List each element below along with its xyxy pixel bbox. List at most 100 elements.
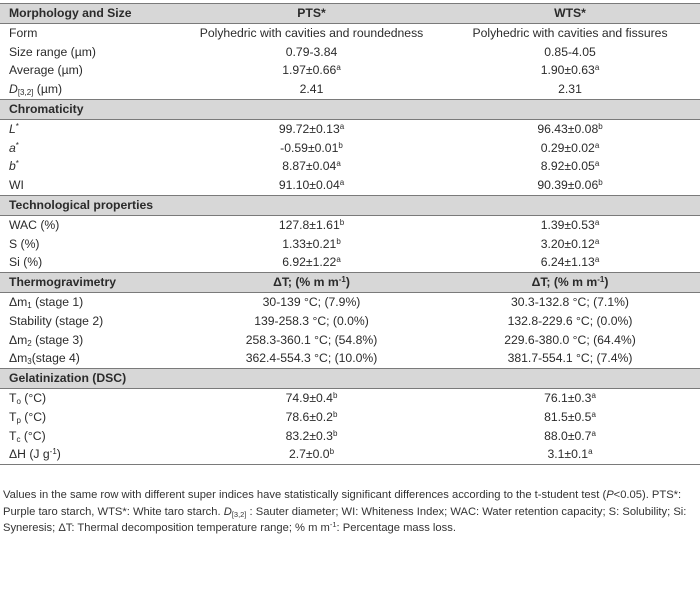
- pts-value-sup: b: [338, 140, 343, 150]
- section-blank: [183, 368, 440, 389]
- label-text: T: [9, 428, 17, 443]
- pts-value: 91.10±0.04a: [183, 176, 440, 195]
- col-post: ): [345, 275, 350, 290]
- pts-value-sup: b: [339, 217, 345, 227]
- label-text: D: [9, 82, 18, 97]
- label-sub: [3,2]: [17, 88, 34, 98]
- wts-value-text: 0.29±0.02: [540, 140, 595, 155]
- wts-value: 81.5±0.5a: [440, 408, 700, 427]
- pts-value-sup: b: [336, 236, 341, 246]
- section-title: Thermogravimetry: [0, 272, 183, 293]
- pts-value-text: 91.10±0.04: [278, 178, 340, 193]
- label-post: (stage 4): [31, 351, 80, 366]
- section-title: Gelatinization (DSC): [0, 368, 183, 389]
- note-d-sub: [3,2]: [231, 509, 247, 519]
- pts-value: 30-139 °C; (7.9%): [183, 292, 440, 311]
- wts-value: 30.3-132.8 °C; (7.1%): [440, 292, 700, 311]
- section-header: Technological properties: [0, 194, 700, 216]
- wts-value: 0.29±0.02a: [440, 139, 700, 158]
- label-sub: o: [16, 396, 21, 406]
- row-label: S (%): [0, 235, 183, 254]
- table-body: Morphology and Size PTS* WTS* Form Polyhe…: [0, 3, 700, 466]
- label-text: ΔH (J g: [9, 447, 50, 462]
- label-sub: 1: [27, 300, 32, 310]
- wts-value: 132.8-229.6 °C; (0.0%): [440, 312, 700, 331]
- label-post: (µm): [33, 82, 63, 97]
- table-row: Δm2 (stage 3) 258.3-360.1 °C; (54.8%) 229.…: [0, 331, 700, 350]
- section-header: Chromaticity: [0, 98, 700, 120]
- label-sup: -1: [49, 447, 57, 457]
- pts-value-sup: b: [332, 428, 338, 438]
- note-part-1: Values in the same row with different su…: [3, 489, 607, 502]
- pts-value-sup: a: [339, 178, 345, 188]
- table-row: Stability (stage 2) 139-258.3 °C; (0.0%) 1…: [0, 312, 700, 331]
- col-pre: ΔT; (% m m: [531, 275, 598, 290]
- label-post: (°C): [20, 428, 46, 443]
- wts-value-text: 229.6-380.0 °C; (64.4%): [504, 332, 636, 347]
- table-figure: Morphology and Size PTS* WTS* Form Polyhe…: [0, 3, 700, 537]
- col-sup: -1: [338, 275, 346, 285]
- table-row: Form Polyhedric with cavities and rounded…: [0, 23, 700, 42]
- col-sup: -1: [597, 275, 605, 285]
- pts-value-text: 78.6±0.2: [285, 409, 333, 424]
- wts-value: 8.92±0.05a: [440, 157, 700, 176]
- header-morphology: Morphology and Size: [0, 3, 183, 24]
- pts-value-text: 2.7±0.0: [288, 447, 330, 462]
- pts-value: 2.41: [183, 80, 440, 99]
- wts-value-sup: a: [591, 428, 596, 438]
- pts-value: 1.33±0.21b: [183, 235, 440, 254]
- pts-value: 74.9±0.4b: [183, 388, 440, 407]
- label-post: (stage 3): [31, 332, 84, 347]
- wts-value-text: 81.5±0.5: [544, 409, 592, 424]
- wts-value-text: 88.0±0.7: [544, 428, 592, 443]
- pts-value: 99.72±0.13a: [183, 119, 440, 138]
- table-row: ΔH (J g-1) 2.7±0.0b 3.1±0.1a: [0, 445, 700, 466]
- pts-value: 2.7±0.0b: [183, 445, 440, 466]
- wts-value-text: 3.1±0.1: [547, 447, 589, 462]
- table-row: WAC (%) 127.8±1.61b 1.39±0.53a: [0, 215, 700, 234]
- wts-value-text: 96.43±0.08: [537, 121, 599, 136]
- wts-value-text: 2.31: [558, 82, 582, 97]
- label-text: L: [9, 121, 16, 136]
- row-label: WI: [0, 176, 183, 195]
- pts-value: -0.59±0.01b: [183, 139, 440, 158]
- section-header: Gelatinization (DSC): [0, 368, 700, 389]
- pts-value-text: 8.87±0.04: [282, 159, 337, 174]
- label-sub: p: [16, 415, 21, 425]
- row-label: Form: [0, 23, 183, 42]
- pts-value-text: 30-139 °C; (7.9%): [262, 294, 361, 309]
- pts-value-text: -0.59±0.01: [280, 140, 339, 155]
- row-label: To (°C): [0, 388, 183, 407]
- row-label: Si (%): [0, 253, 183, 272]
- section-title: Chromaticity: [0, 98, 183, 120]
- label-sup: *: [15, 159, 19, 169]
- label-text: WI: [9, 178, 24, 193]
- label-sub: 3: [27, 357, 32, 367]
- wts-value-text: 132.8-229.6 °C; (0.0%): [507, 313, 633, 328]
- pts-value-sup: b: [329, 447, 335, 457]
- wts-value-sup: a: [594, 255, 600, 265]
- pts-value-text: 258.3-360.1 °C; (54.8%): [245, 332, 378, 347]
- label-sup: *: [15, 121, 19, 131]
- wts-value: 88.0±0.7a: [440, 427, 700, 446]
- wts-value: 90.39±0.06b: [440, 176, 700, 195]
- row-label: b*: [0, 157, 183, 176]
- wts-value-sup: a: [591, 409, 596, 419]
- note-part-2: <0.05). PTS*: Purple taro starch, WTS*: …: [3, 489, 682, 518]
- table-row: a* -0.59±0.01b 0.29±0.02a: [0, 139, 700, 158]
- table-footnote: Values in the same row with different su…: [3, 487, 692, 537]
- table-row: Tp (°C) 78.6±0.2b 81.5±0.5a: [0, 408, 700, 427]
- row-label: WAC (%): [0, 215, 183, 234]
- label-text: b: [9, 159, 16, 174]
- wts-value: 6.24±1.13a: [440, 253, 700, 272]
- row-label: Average (µm): [0, 61, 183, 80]
- pts-value: 6.92±1.22a: [183, 253, 440, 272]
- section-title: Technological properties: [0, 194, 183, 216]
- note-p3-sup: -1: [329, 520, 337, 530]
- row-label: Stability (stage 2): [0, 312, 183, 331]
- pts-value: 127.8±1.61b: [183, 215, 440, 234]
- wts-value-text: 1.90±0.63: [540, 63, 595, 78]
- wts-value-sup: a: [594, 217, 600, 227]
- pts-value: 362.4-554.3 °C; (10.0%): [183, 349, 440, 368]
- wts-value-sup: b: [598, 178, 603, 188]
